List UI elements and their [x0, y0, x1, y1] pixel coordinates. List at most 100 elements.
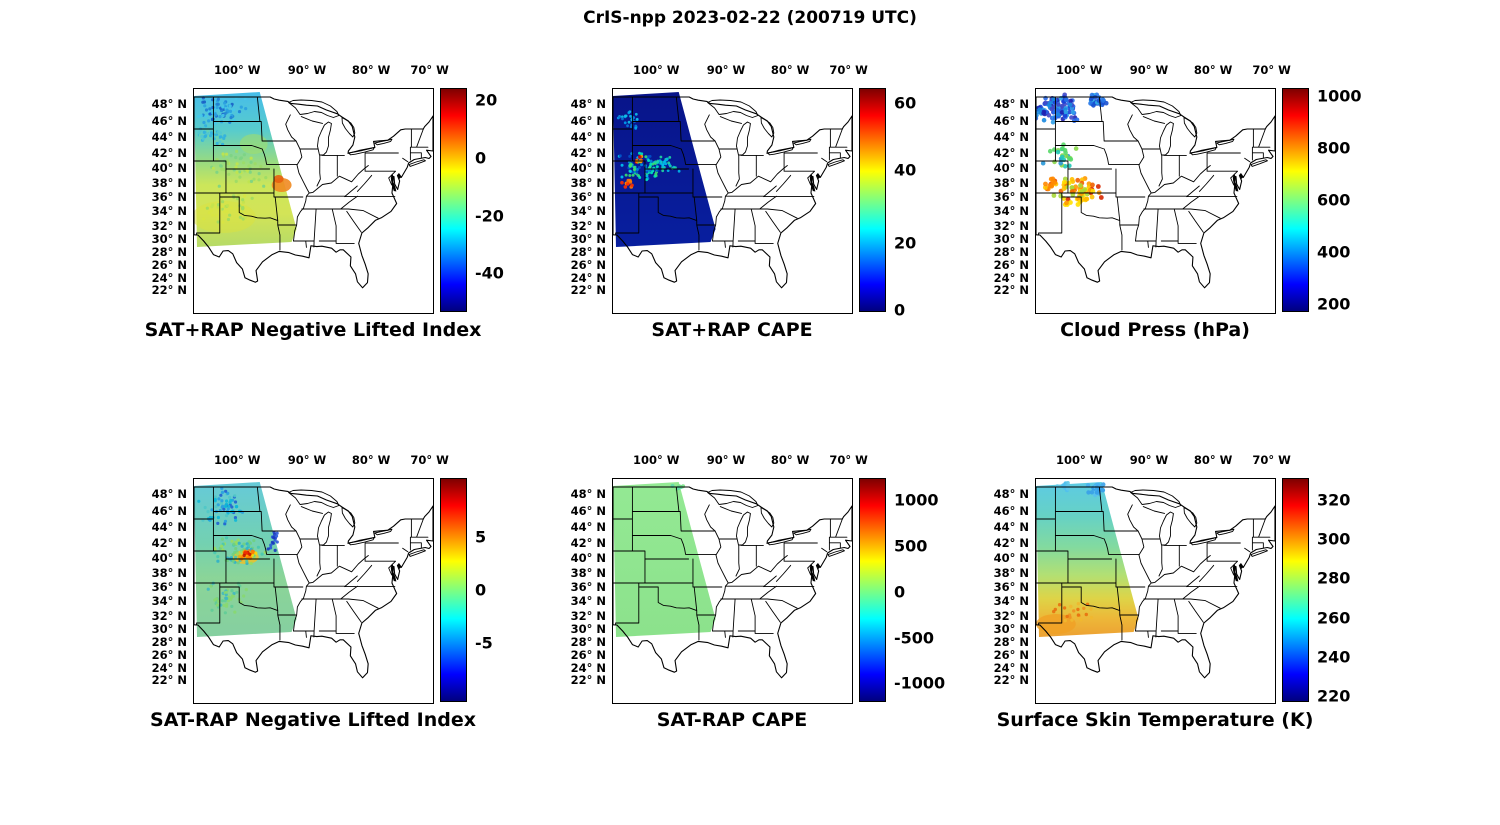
colorbar-tick-label: 800	[1317, 138, 1351, 158]
lon-tick-label: 80° W	[770, 453, 810, 467]
lon-tick-label: 100° W	[632, 453, 680, 467]
lat-tick-label: 32° N	[151, 608, 187, 623]
lat-tick-label: 48° N	[570, 96, 606, 111]
dot-cluster	[1085, 482, 1106, 498]
panel-title: SAT-RAP Negative Lifted Index	[150, 709, 476, 731]
lat-tick-label: 46° N	[151, 113, 187, 128]
dot-cluster	[1042, 176, 1059, 192]
lat-tick-label: 22° N	[151, 673, 187, 688]
lat-tick-label: 28° N	[151, 244, 187, 259]
map-canvas-cloud-press	[1035, 88, 1276, 314]
colorbar-tick-label: 320	[1317, 490, 1351, 510]
lat-tick-label: 24° N	[151, 660, 187, 675]
lat-tick-label: 24° N	[570, 660, 606, 675]
lat-tick-label: 44° N	[151, 130, 187, 145]
colorbar-tick-label: 500	[894, 536, 928, 556]
lat-tick-label: 28° N	[570, 634, 606, 649]
lon-tick-label: 100° W	[1055, 453, 1103, 467]
lon-tick-label: 80° W	[770, 63, 810, 77]
value-blob	[239, 134, 268, 154]
lat-tick-label: 38° N	[151, 565, 187, 580]
lat-tick-label: 30° N	[993, 231, 1029, 246]
lat-tick-label: 44° N	[570, 130, 606, 145]
lat-tick-label: 22° N	[151, 283, 187, 298]
colorbar-tick-labels: 1000 800 600 400 200	[1317, 86, 1387, 314]
lon-tick-label: 70° W	[410, 63, 449, 77]
lat-tick-label: 42° N	[570, 145, 606, 160]
lon-tick-label: 90° W	[1129, 453, 1169, 467]
colorbar	[1282, 478, 1309, 702]
latitude-axis: 48° N 46° N 44° N 42° N 40° N 38° N 36° N 34° N…	[554, 88, 606, 312]
latitude-axis: 48° N 46° N 44° N 42° N 40° N 38° N 36° N 34° N…	[135, 88, 187, 312]
lat-tick-label: 22° N	[993, 283, 1029, 298]
lat-tick-label: 36° N	[993, 580, 1029, 595]
lon-tick-label: 80° W	[351, 453, 391, 467]
lat-tick-label: 48° N	[151, 96, 187, 111]
lon-tick-label: 90° W	[287, 453, 327, 467]
dot-cluster	[620, 178, 634, 189]
lat-tick-label: 38° N	[570, 175, 606, 190]
lat-tick-label: 28° N	[993, 244, 1029, 259]
lon-tick-label: 70° W	[829, 453, 868, 467]
lon-tick-label: 100° W	[1055, 63, 1103, 77]
panel-title: SAT-RAP CAPE	[656, 709, 808, 731]
lat-tick-label: 28° N	[151, 634, 187, 649]
colorbar-gradient	[1283, 479, 1308, 701]
colorbar-tick-label: 400	[1317, 242, 1351, 262]
lat-tick-label: 38° N	[151, 175, 187, 190]
colorbar-tick-labels: 320 300 280 260 240 220	[1317, 478, 1387, 705]
lon-tick-label: 90° W	[706, 63, 746, 77]
lat-tick-label: 46° N	[993, 503, 1029, 518]
colorbar-tick-label: -5	[475, 633, 493, 653]
lat-tick-label: 34° N	[993, 593, 1029, 608]
lat-tick-label: 26° N	[570, 647, 606, 662]
us-basemap	[613, 486, 852, 679]
lat-tick-label: 28° N	[993, 634, 1029, 649]
lat-tick-label: 42° N	[993, 145, 1029, 160]
dot-cluster	[1052, 602, 1094, 623]
colorbar-gradient	[441, 89, 466, 311]
lat-tick-label: 30° N	[993, 621, 1029, 636]
lat-tick-label: 24° N	[151, 270, 187, 285]
lon-tick-label: 80° W	[1193, 453, 1233, 467]
lon-tick-label: 70° W	[829, 63, 868, 77]
colorbar-tick-label: 1000	[1317, 86, 1362, 106]
longitude-axis: 100° W 90° W 80° W 70° W	[1035, 63, 1291, 81]
colorbar-tick-label: -1000	[894, 673, 946, 693]
lat-tick-label: 30° N	[570, 231, 606, 246]
lat-tick-label: 44° N	[993, 130, 1029, 145]
lon-tick-label: 80° W	[351, 63, 391, 77]
lat-tick-label: 40° N	[570, 160, 606, 175]
lat-tick-label: 32° N	[993, 608, 1029, 623]
lat-tick-label: 28° N	[570, 244, 606, 259]
colorbar	[440, 88, 467, 312]
us-basemap	[1036, 486, 1275, 679]
panel-title: SAT+RAP CAPE	[651, 319, 813, 341]
lat-tick-label: 48° N	[993, 486, 1029, 501]
colorbar	[440, 478, 467, 702]
colorbar-tick-labels: 60 40 20 0	[894, 88, 964, 320]
lat-tick-label: 22° N	[993, 673, 1029, 688]
lat-tick-label: 26° N	[993, 647, 1029, 662]
panel-sat-plus-rap-nli: 100° W 90° W 80° W 70° W 48° N 46° N 44° N 42°…	[145, 63, 504, 341]
latitude-axis: 48° N 46° N 44° N 42° N 40° N 38° N 36° N 34° N…	[977, 88, 1029, 312]
lat-tick-label: 36° N	[570, 580, 606, 595]
lat-tick-label: 26° N	[993, 257, 1029, 272]
panel-cloud-press: 100° W 90° W 80° W 70° W 48° N 46° N 44° N 42°…	[994, 63, 1362, 341]
lat-tick-label: 46° N	[993, 113, 1029, 128]
colorbar-gradient	[1283, 89, 1308, 311]
colorbar	[859, 478, 886, 702]
dot-cluster	[210, 149, 268, 188]
lat-tick-label: 32° N	[993, 218, 1029, 233]
longitude-axis: 100° W 90° W 80° W 70° W	[612, 63, 868, 81]
us-basemap	[194, 486, 433, 679]
lon-tick-label: 70° W	[1252, 453, 1291, 467]
lat-tick-label: 24° N	[993, 270, 1029, 285]
panel-title: Surface Skin Temperature (K)	[996, 709, 1314, 731]
colorbar-tick-label: 600	[1317, 190, 1351, 210]
lat-tick-label: 32° N	[151, 218, 187, 233]
map-canvas-nli-minus	[193, 478, 434, 704]
lat-tick-label: 40° N	[993, 160, 1029, 175]
lat-tick-label: 34° N	[993, 203, 1029, 218]
longitude-axis: 100° W 90° W 80° W 70° W	[612, 453, 868, 471]
